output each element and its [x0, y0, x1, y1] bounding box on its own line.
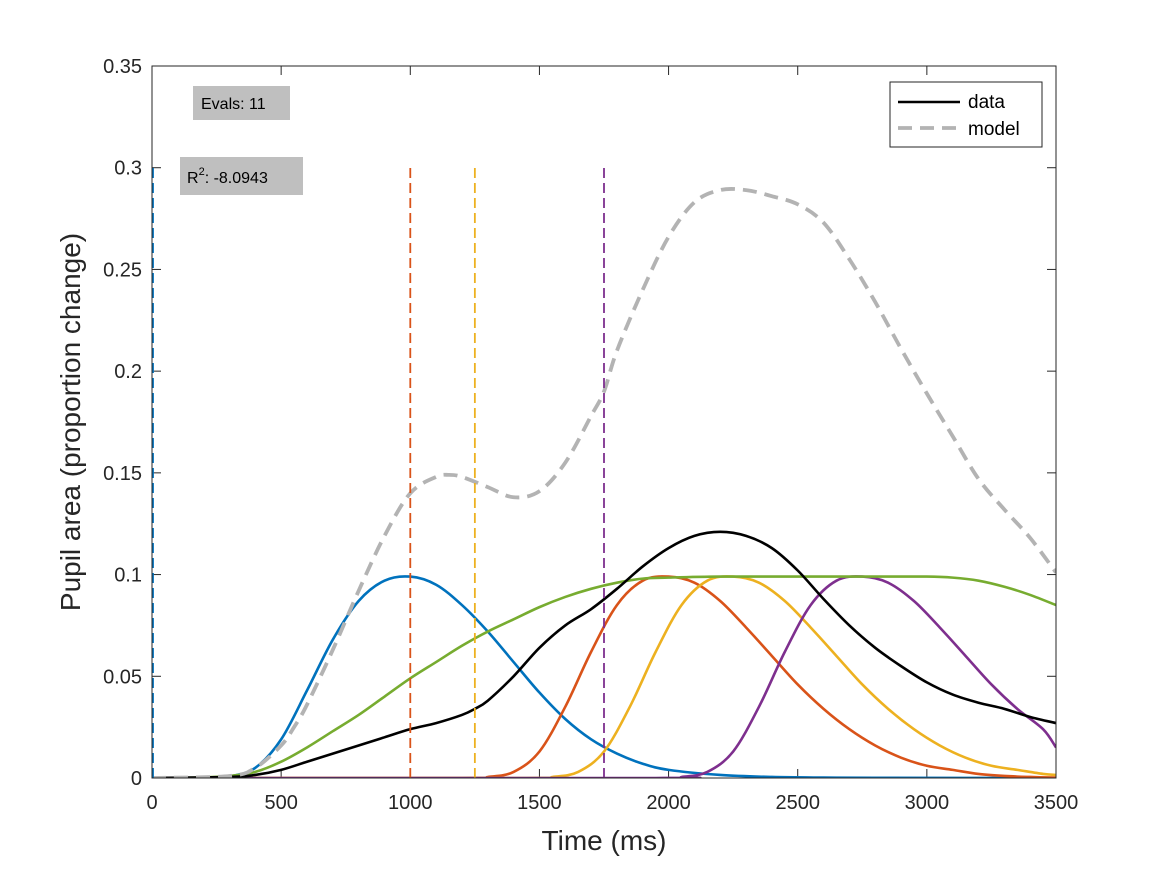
evals-label: Evals: 11: [201, 96, 266, 113]
y-tick-label: 0.25: [103, 259, 142, 281]
x-tick-label: 500: [264, 792, 297, 814]
legend-box: [889, 81, 1043, 148]
y-tick-label: 0.35: [103, 56, 142, 78]
y-tick-label: 0: [131, 768, 142, 790]
axis-ticks: 0 500 1000 1500 2000 2500 3000 3500 0 0.05 0.1 0.15…: [103, 56, 1078, 814]
r2-box: [180, 157, 303, 195]
x-tick-label: 1000: [388, 792, 433, 814]
x-tick-label: 3000: [905, 792, 950, 814]
series-line-response-3: [152, 575, 1056, 778]
x-tick-label: 0: [146, 792, 157, 814]
y-tick-label: 0.05: [103, 666, 142, 688]
evals-box: [193, 86, 290, 120]
r2-prefix: R: [187, 170, 199, 187]
evals-annotation: Evals: 11: [193, 86, 290, 120]
plot-area-box: [151, 65, 1057, 779]
y-tick-label: 0.3: [114, 158, 142, 180]
r2-label: R2: -8.0943: [187, 166, 268, 187]
x-tick-label: 1500: [517, 792, 562, 814]
x-axis-title: Time (ms): [542, 825, 667, 856]
series-line-response-5: [152, 575, 1056, 778]
legend-model-label: model: [968, 119, 1020, 140]
y-tick-label: 0.15: [103, 463, 142, 485]
x-tick-label: 2000: [646, 792, 691, 814]
y-tick-label: 0.1: [114, 565, 142, 587]
x-tick-label: 3500: [1034, 792, 1079, 814]
series-line-data: [152, 530, 1056, 778]
x-tick-label: 2500: [775, 792, 820, 814]
series-line-response-1: [152, 575, 1056, 778]
legend-data-label: data: [968, 92, 1005, 113]
r2-value: : -8.0943: [205, 170, 268, 187]
r2-superscript: 2: [199, 166, 205, 178]
y-tick-label: 0.2: [114, 361, 142, 383]
series-layer: [152, 167, 1056, 778]
series-line-response-2: [152, 575, 1056, 778]
legend: data model: [889, 81, 1043, 148]
r2-annotation: R2: -8.0943: [180, 157, 303, 195]
series-line-model: [152, 187, 1056, 778]
y-axis-title: Pupil area (proportion change): [55, 233, 86, 611]
